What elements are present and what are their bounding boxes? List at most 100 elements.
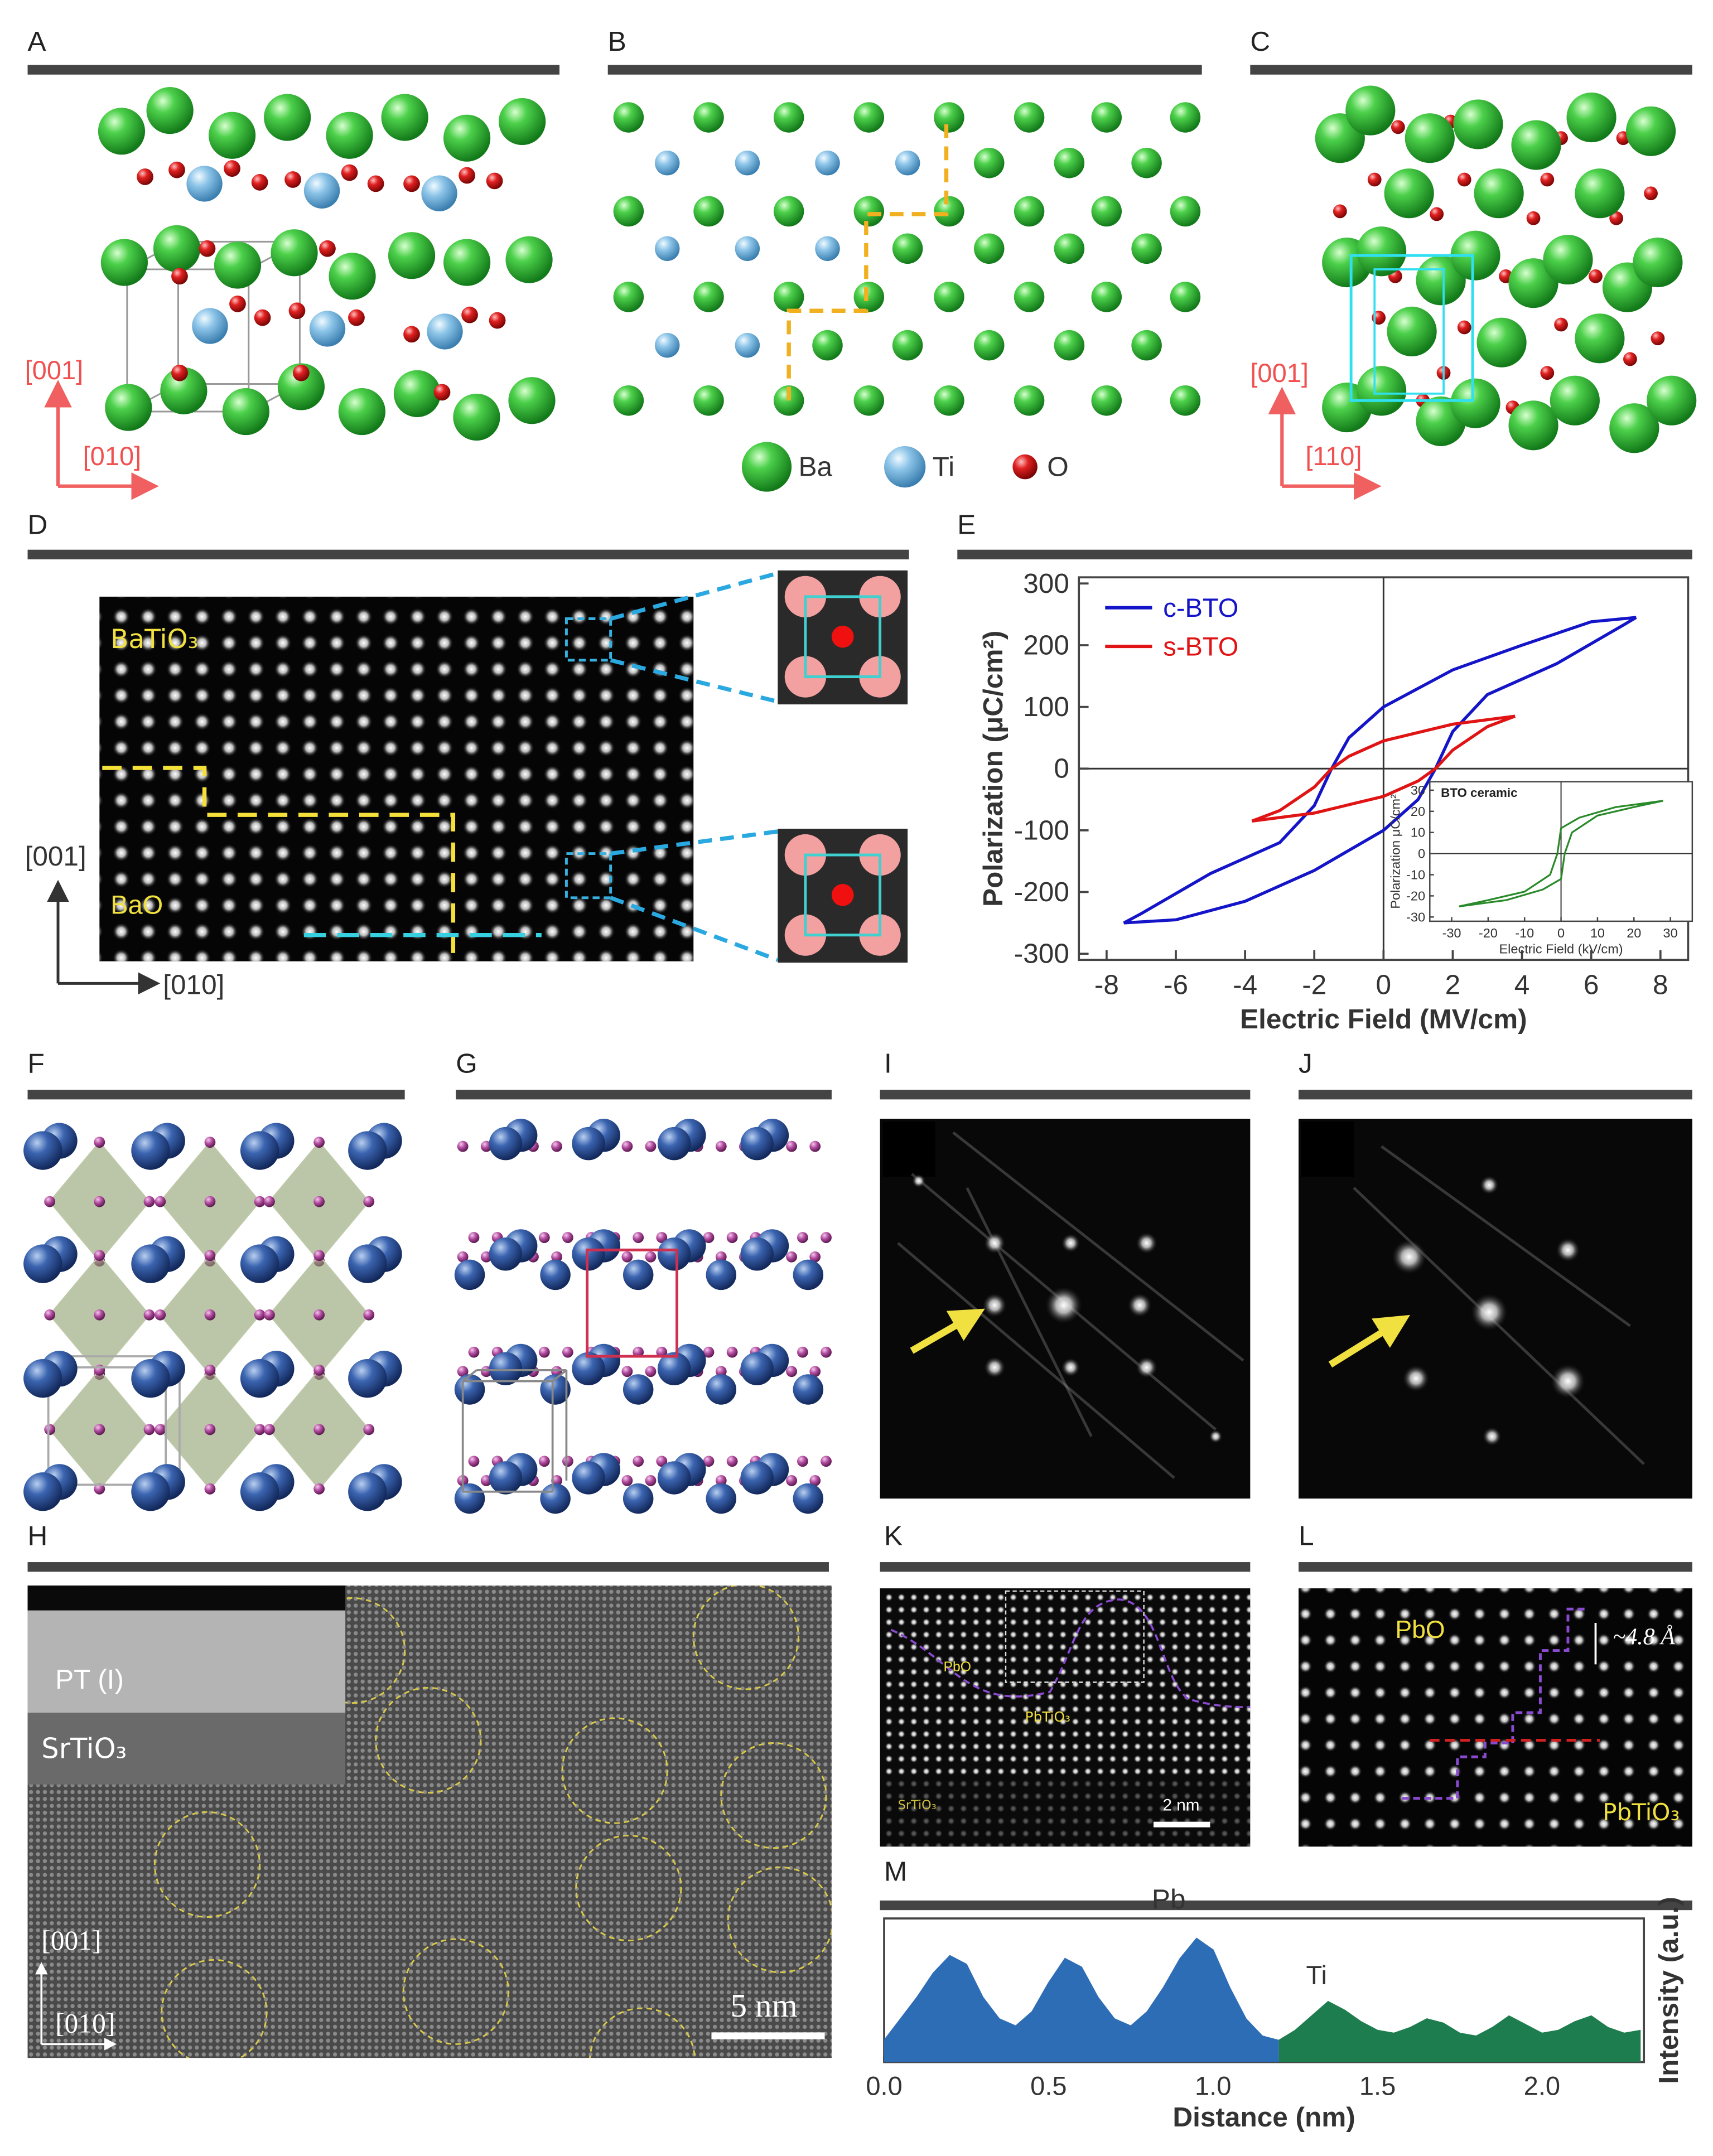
x-tick-label: 20	[1627, 926, 1641, 940]
atom	[94, 1250, 105, 1261]
y-tick-label: 300	[1023, 568, 1069, 599]
atom	[562, 1232, 573, 1243]
atom	[1170, 102, 1201, 133]
atom	[505, 236, 553, 283]
atom	[155, 1196, 166, 1207]
series-label: Pb	[1152, 1884, 1186, 1915]
domain-circle	[161, 1959, 268, 2058]
interface-line	[102, 766, 456, 961]
atom	[319, 240, 336, 257]
atom	[1014, 196, 1045, 227]
fft-spot	[1209, 1429, 1223, 1444]
atom	[1054, 330, 1085, 361]
axes-a: [001] [010]	[25, 355, 159, 500]
axis-direction: [001]	[25, 355, 84, 385]
atom	[974, 148, 1005, 178]
atom	[143, 1309, 155, 1321]
atom	[654, 332, 680, 358]
data-line	[1123, 616, 1637, 925]
atom	[1405, 113, 1455, 163]
atom	[633, 1232, 644, 1243]
x-tick-label: -30	[1442, 926, 1461, 940]
atom	[613, 385, 644, 416]
atom	[403, 175, 420, 192]
atom	[793, 1374, 824, 1405]
atom	[815, 150, 840, 176]
atom	[338, 388, 385, 436]
charts: -8 -6 -4 -2 0 2 4 6 8-300-200-1000100200300c-BTO…	[866, 568, 1693, 2133]
atom	[657, 1461, 691, 1495]
bond-line	[897, 1242, 1175, 1479]
zoom-lines	[610, 571, 779, 962]
atom	[740, 1461, 774, 1495]
hrtem-image-h: PT (I) SrTiO₃ [001] [010] 5 nm	[27, 1585, 832, 2058]
atom	[421, 175, 457, 211]
atom	[313, 1309, 325, 1321]
inset-band	[27, 1610, 346, 1713]
fft-spot	[1550, 1363, 1586, 1399]
x-axis-title: Distance (nm)	[1172, 2102, 1355, 2133]
atom	[403, 326, 420, 343]
data-line	[1251, 714, 1516, 823]
x-tick-label: 0	[1376, 969, 1392, 1000]
atom	[726, 1456, 738, 1467]
zoom-line	[610, 658, 779, 704]
atom	[208, 112, 256, 159]
domain-circle	[153, 1811, 261, 1918]
x-tick-label: 30	[1663, 926, 1678, 940]
atom	[572, 1461, 605, 1495]
chart-title: BTO ceramic	[1441, 786, 1517, 800]
atom	[388, 232, 436, 279]
atom	[538, 1232, 550, 1243]
bond-line	[552, 1369, 567, 1382]
bond-line	[1328, 1314, 1410, 1368]
atom	[1566, 92, 1617, 143]
atom	[1091, 196, 1122, 227]
atom	[1575, 313, 1625, 364]
atom	[1430, 207, 1444, 221]
atom	[562, 1456, 573, 1467]
y-axis-title: Intensity (a.u.)	[1653, 1897, 1684, 2084]
axis-direction: [001]	[25, 841, 86, 872]
y-tick-label: 200	[1023, 630, 1069, 660]
layer-label: PT (I)	[55, 1664, 124, 1695]
fft-spot	[1402, 1364, 1430, 1393]
axis-direction: [010]	[163, 969, 224, 1000]
atom	[1508, 400, 1558, 451]
panel-label: H	[28, 1520, 48, 1551]
stem-image-d: BaTiO₃ BaO [001] [010]	[25, 571, 779, 1000]
atom	[23, 1472, 62, 1511]
atom	[381, 94, 428, 141]
atom	[645, 1140, 657, 1152]
domain-circle	[720, 1742, 827, 1849]
y-tick-label: 100	[1023, 692, 1069, 722]
atom	[1367, 172, 1382, 187]
bond-line	[966, 1187, 1093, 1437]
legend-label: O	[1047, 452, 1069, 482]
atom	[1474, 168, 1524, 219]
bond-line	[910, 1308, 985, 1354]
atom	[815, 236, 840, 262]
atom	[508, 377, 556, 424]
unit-cell	[586, 1248, 679, 1358]
atom	[457, 1251, 469, 1263]
header-bar	[27, 65, 560, 75]
atom	[551, 1251, 562, 1263]
fft-spot	[911, 1174, 926, 1188]
x-axis-title: Electric Field (kV/cm)	[1499, 941, 1623, 956]
bond-line	[952, 1131, 1244, 1362]
atom	[703, 1346, 715, 1358]
atom	[363, 1196, 375, 1207]
axes-c: [001] [110]	[1250, 358, 1382, 500]
atom	[204, 1364, 216, 1376]
atom	[1540, 172, 1555, 187]
atom	[468, 1232, 480, 1243]
atom	[186, 166, 223, 202]
atom	[895, 150, 920, 176]
atom	[934, 196, 964, 227]
atom-column	[831, 625, 854, 648]
interface-line	[890, 1598, 1251, 1708]
fft-spot	[1135, 1356, 1158, 1379]
axis-direction: [001]	[1250, 358, 1309, 388]
panel-label: E	[957, 510, 976, 540]
